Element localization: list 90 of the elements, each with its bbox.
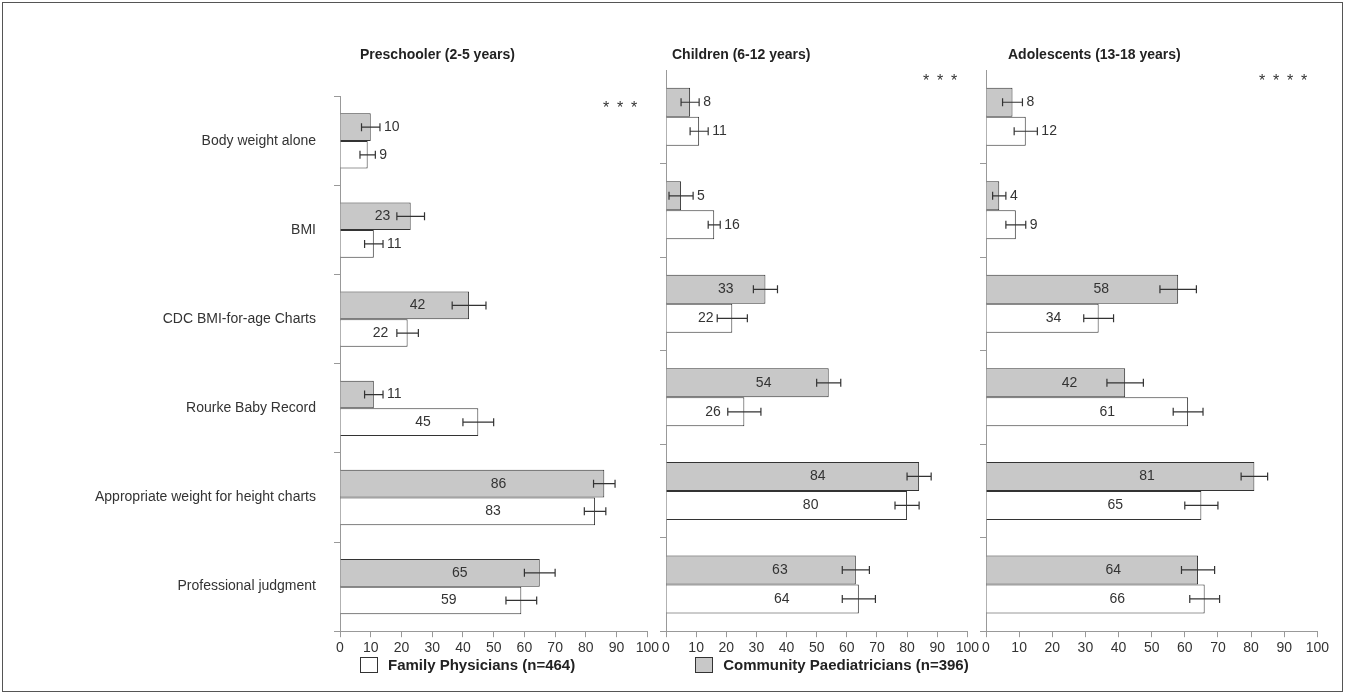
x-tick-label: 0	[336, 639, 345, 656]
data-label: 34	[1045, 309, 1062, 326]
data-label: 63	[772, 560, 788, 577]
data-label: 64	[1105, 560, 1122, 577]
x-tick-label: 60	[839, 639, 855, 656]
text: Family Physicians (n=464)	[388, 656, 576, 673]
annotation: *	[1273, 72, 1280, 90]
y-tick-label: Professional judgment	[177, 577, 317, 594]
data-label: 65	[1107, 496, 1124, 513]
data-label: 16	[724, 215, 741, 232]
x-tick-label: 100	[1305, 639, 1330, 656]
annotation: *	[937, 72, 944, 90]
annotation: *	[603, 98, 610, 116]
x-tick-label: 50	[808, 639, 825, 656]
x-tick-label: 60	[516, 639, 533, 656]
data-label: 8	[1026, 93, 1035, 110]
data-label: 4	[1009, 186, 1018, 203]
data-label: 58	[1093, 280, 1110, 297]
x-tick-label: 70	[1210, 639, 1226, 656]
x-tick-label: 100	[635, 639, 660, 656]
data-label: 59	[441, 591, 457, 608]
x-tick-label: 30	[424, 639, 441, 656]
x-tick-label: 40	[455, 639, 471, 656]
x-tick-label: 100	[955, 639, 980, 656]
data-label: 22	[697, 309, 714, 326]
data-label: 33	[717, 280, 734, 297]
annotation: *	[923, 72, 930, 90]
x-tick-label: 50	[1143, 639, 1160, 656]
annotation: *	[951, 72, 958, 90]
x-tick-label: 90	[1276, 639, 1293, 656]
data-label: 9	[1029, 215, 1038, 232]
data-label: 10	[383, 118, 400, 135]
x-tick-label: 0	[662, 639, 671, 656]
x-tick-label: 70	[547, 639, 564, 656]
x-tick-label: 10	[1011, 639, 1028, 656]
y-tick-label: CDC BMI-for-age Charts	[162, 310, 316, 327]
x-tick-label: 40	[1110, 639, 1127, 656]
annotation: *	[631, 98, 638, 116]
y-tick-label: Body weight alone	[201, 131, 317, 148]
data-label: 42	[409, 296, 426, 313]
data-label: 64	[773, 589, 790, 606]
x-tick-label: 30	[1077, 639, 1094, 656]
x-tick-label: 80	[899, 639, 916, 656]
legend-label: Community Paediatricians (n=396)	[723, 656, 969, 673]
y-tick-label: Appropriate weight for height charts	[94, 488, 316, 505]
chart-title: Adolescents (13-18 years)	[1008, 46, 1181, 62]
chart-title: Preschooler (2-5 years)	[360, 46, 515, 62]
x-tick-label: 90	[929, 639, 946, 656]
data-label: 86	[490, 474, 507, 491]
data-label: 8	[703, 93, 712, 110]
y-tick-label: Rourke Baby Record	[186, 399, 316, 416]
x-tick-label: 20	[393, 639, 410, 656]
annotation: *	[1301, 72, 1308, 90]
x-tick-label: 0	[982, 639, 991, 656]
x-tick-label: 50	[485, 639, 502, 656]
x-tick-label: 10	[688, 639, 705, 656]
data-label: 81	[1139, 467, 1156, 484]
annotation: *	[617, 98, 624, 116]
data-label: 26	[705, 402, 721, 419]
x-tick-label: 70	[869, 639, 885, 656]
data-label: 12	[1041, 122, 1058, 139]
x-tick-label: 10	[362, 639, 379, 656]
data-label: 5	[697, 186, 706, 203]
data-label: 84	[810, 467, 826, 484]
data-label: 11	[712, 122, 727, 139]
data-label: 65	[452, 563, 468, 580]
x-tick-label: 30	[748, 639, 765, 656]
data-label: 66	[1109, 589, 1126, 606]
data-label: 42	[1061, 373, 1078, 390]
data-label: 11	[387, 234, 402, 251]
x-tick-label: 20	[1044, 639, 1061, 656]
x-tick-label: 90	[608, 639, 625, 656]
x-tick-label: 60	[1177, 639, 1193, 656]
annotation: *	[1259, 72, 1266, 90]
x-tick-label: 20	[718, 639, 735, 656]
data-label: 83	[485, 502, 502, 519]
chart-title: Children (6-12 years)	[672, 46, 811, 62]
x-tick-label: 80	[578, 639, 594, 656]
x-tick-label: 40	[778, 639, 795, 656]
x-tick-label: 80	[1243, 639, 1260, 656]
annotation: *	[1287, 72, 1294, 90]
data-label: 23	[374, 207, 391, 224]
data-label: 45	[415, 413, 431, 430]
y-tick-label: BMI	[291, 220, 316, 237]
data-label: 9	[379, 145, 388, 162]
data-label: 22	[372, 323, 389, 340]
data-label: 80	[802, 496, 819, 513]
data-label: 54	[755, 373, 772, 390]
data-label: 61	[1099, 402, 1116, 419]
data-label: 11	[387, 385, 402, 402]
